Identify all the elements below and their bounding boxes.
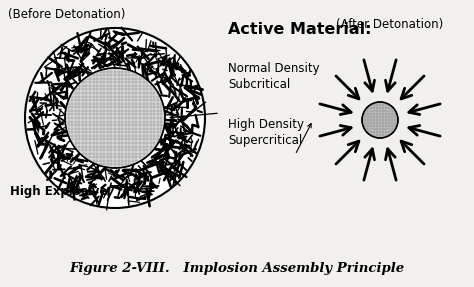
Text: High Explosive: High Explosive [10, 185, 108, 198]
Text: High Density
Supercritical: High Density Supercritical [228, 118, 304, 147]
Text: Figure 2-VIII.   Implosion Assembly Principle: Figure 2-VIII. Implosion Assembly Princi… [69, 262, 405, 275]
Circle shape [362, 102, 398, 138]
Text: (Before Detonation): (Before Detonation) [8, 8, 126, 21]
Text: Active Material:: Active Material: [228, 22, 372, 37]
Circle shape [25, 28, 205, 208]
Text: Normal Density
Subcritical: Normal Density Subcritical [228, 62, 319, 91]
Circle shape [65, 68, 165, 168]
Text: (After Detonation): (After Detonation) [337, 18, 444, 31]
Circle shape [65, 68, 165, 168]
